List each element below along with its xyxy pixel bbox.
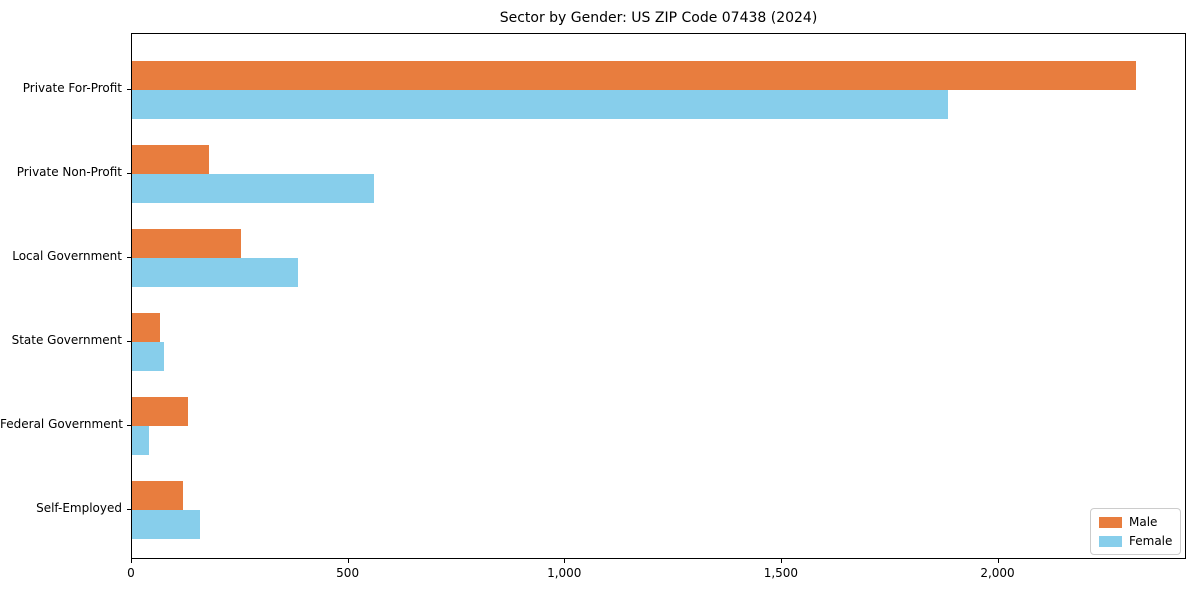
y-axis-label: Federal Government xyxy=(0,417,123,431)
x-tick xyxy=(347,559,349,563)
y-tick xyxy=(127,89,131,90)
bar-female-4 xyxy=(132,426,150,455)
x-tick xyxy=(780,559,782,563)
x-tick-label: 1,500 xyxy=(763,566,799,580)
bar-male-2 xyxy=(132,229,242,258)
bar-male-4 xyxy=(132,397,188,426)
bar-female-3 xyxy=(132,342,165,371)
x-tick-label: 2,000 xyxy=(980,566,1015,580)
y-tick xyxy=(127,425,131,426)
bar-male-1 xyxy=(132,145,210,174)
x-tick-label: 500 xyxy=(336,566,360,580)
bar-female-2 xyxy=(132,258,298,287)
x-tick-label: 1,000 xyxy=(547,566,582,580)
bar-male-3 xyxy=(132,313,161,342)
bar-female-0 xyxy=(132,90,949,119)
y-axis-label: State Government xyxy=(11,333,122,347)
y-axis-label: Private For-Profit xyxy=(22,81,122,95)
chart-title: Sector by Gender: US ZIP Code 07438 (202… xyxy=(499,10,818,26)
legend-label: Male xyxy=(1129,515,1158,529)
x-tick xyxy=(564,559,566,563)
legend-swatch-female xyxy=(1099,535,1122,547)
bar-male-0 xyxy=(132,61,1137,90)
x-tick xyxy=(131,559,132,563)
bar-female-1 xyxy=(132,174,374,203)
y-tick xyxy=(127,341,131,342)
plot-area xyxy=(131,33,1186,559)
x-tick xyxy=(997,559,999,563)
y-axis-label: Self-Employed xyxy=(36,501,122,515)
legend-swatch-male xyxy=(1099,516,1122,528)
legend-label: Female xyxy=(1129,534,1173,548)
y-axis-label: Local Government xyxy=(12,249,122,263)
bar-male-5 xyxy=(132,481,184,510)
y-axis-label: Private Non-Profit xyxy=(16,165,122,179)
bar-female-5 xyxy=(132,510,201,539)
x-tick-label: 0 xyxy=(127,566,135,580)
y-tick xyxy=(127,509,131,510)
y-tick xyxy=(127,257,131,258)
y-tick xyxy=(127,173,131,174)
legend-item-female: Female xyxy=(1099,534,1172,548)
legend: Male Female xyxy=(1090,508,1181,555)
legend-item-male: Male xyxy=(1099,515,1172,529)
